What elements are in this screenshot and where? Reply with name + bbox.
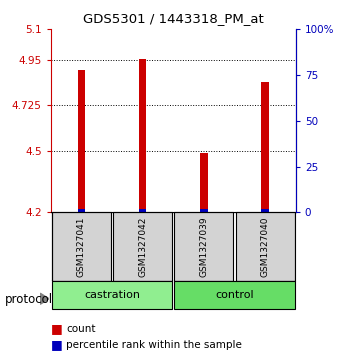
Polygon shape: [40, 293, 49, 304]
Bar: [174, 212, 233, 281]
Bar: [200, 209, 208, 212]
Title: GDS5301 / 1443318_PM_at: GDS5301 / 1443318_PM_at: [83, 12, 264, 25]
Bar: [52, 281, 172, 309]
Bar: [139, 58, 146, 212]
Text: castration: castration: [84, 290, 140, 300]
Text: GSM1327039: GSM1327039: [199, 216, 208, 277]
Bar: [113, 212, 172, 281]
Bar: [78, 209, 85, 212]
Text: ■: ■: [51, 338, 63, 351]
Bar: [78, 70, 85, 212]
Text: GSM1327042: GSM1327042: [138, 217, 147, 277]
Bar: [52, 212, 111, 281]
Text: percentile rank within the sample: percentile rank within the sample: [66, 340, 242, 350]
Text: GSM1327040: GSM1327040: [261, 217, 270, 277]
Bar: [139, 209, 146, 212]
Bar: [236, 212, 294, 281]
Bar: [261, 82, 269, 212]
Text: protocol: protocol: [5, 293, 53, 306]
Bar: [200, 153, 208, 212]
Text: control: control: [215, 290, 254, 300]
Text: GSM1327041: GSM1327041: [77, 217, 86, 277]
Text: count: count: [66, 323, 96, 334]
Bar: [261, 209, 269, 212]
Text: ■: ■: [51, 322, 63, 335]
Bar: [174, 281, 294, 309]
